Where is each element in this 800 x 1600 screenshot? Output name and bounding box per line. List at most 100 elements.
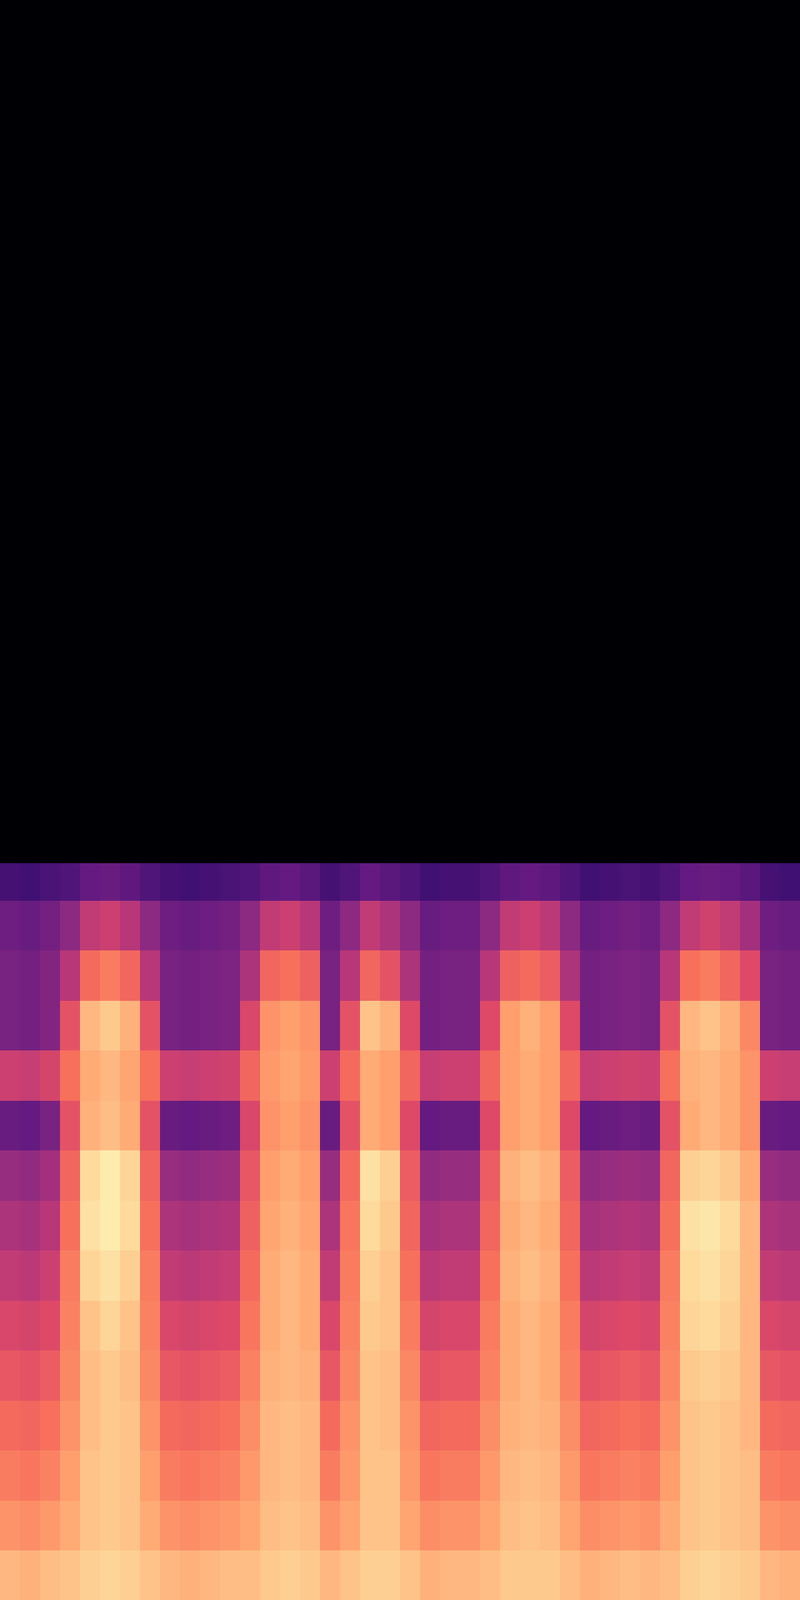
cell: [320, 1000, 341, 1051]
cell: [20, 1350, 41, 1401]
cell: [380, 950, 401, 1001]
cell: [680, 1550, 701, 1600]
cell: [500, 0, 521, 864]
cell: [360, 1400, 381, 1451]
cell: [420, 0, 441, 864]
cell: [260, 1000, 281, 1051]
cell: [200, 1050, 221, 1101]
cell: [200, 1350, 221, 1401]
cell: [680, 1200, 701, 1251]
cell: [300, 0, 321, 864]
cell: [360, 1450, 381, 1501]
cell: [160, 1400, 181, 1451]
cell: [660, 862, 681, 900]
cell: [140, 1200, 161, 1251]
cell: [700, 900, 721, 951]
cell: [40, 1000, 61, 1051]
cell: [280, 1550, 301, 1600]
cell: [620, 1500, 641, 1551]
cell: [500, 1450, 521, 1501]
cell: [440, 862, 461, 900]
cell: [720, 1000, 741, 1051]
cell: [60, 900, 81, 951]
cell: [20, 0, 41, 864]
cell: [480, 1450, 501, 1501]
cell: [80, 1150, 101, 1201]
cell: [120, 900, 141, 951]
cell: [440, 1150, 461, 1201]
cell: [480, 1150, 501, 1201]
cell: [240, 1100, 261, 1151]
cell: [320, 1400, 341, 1451]
cell: [60, 1400, 81, 1451]
cell: [400, 1000, 421, 1051]
cell: [140, 1350, 161, 1401]
cell: [260, 1350, 281, 1401]
cell: [440, 1550, 461, 1600]
cell: [400, 1450, 421, 1501]
cell: [380, 862, 401, 900]
cell: [640, 1050, 661, 1101]
cell: [580, 1250, 601, 1301]
cell: [40, 900, 61, 951]
cell: [40, 1250, 61, 1301]
cell: [540, 900, 561, 951]
cell: [220, 1450, 241, 1501]
cell: [80, 900, 101, 951]
cell: [760, 862, 781, 900]
cell: [20, 1500, 41, 1551]
cell: [420, 862, 441, 900]
cell: [460, 1500, 481, 1551]
cell: [140, 1150, 161, 1201]
cell: [0, 1050, 21, 1101]
cell: [640, 1350, 661, 1401]
cell: [0, 1500, 21, 1551]
cell: [0, 1450, 21, 1501]
cell: [80, 950, 101, 1001]
cell: [760, 950, 781, 1001]
cell: [540, 1150, 561, 1201]
cell: [180, 1200, 201, 1251]
cell: [140, 1100, 161, 1151]
cell: [580, 0, 601, 864]
cell: [600, 862, 621, 900]
cell: [620, 862, 641, 900]
cell: [300, 1500, 321, 1551]
cell: [580, 1050, 601, 1101]
cell: [260, 1500, 281, 1551]
cell: [100, 1150, 121, 1201]
cell: [740, 0, 761, 864]
cell: [440, 1300, 461, 1351]
cell: [260, 900, 281, 951]
cell: [0, 1400, 21, 1451]
cell: [760, 1200, 781, 1251]
cell: [160, 1150, 181, 1201]
cell: [700, 1050, 721, 1101]
cell: [400, 900, 421, 951]
cell: [500, 1200, 521, 1251]
cell: [320, 1350, 341, 1401]
cell: [560, 1250, 581, 1301]
cell: [620, 0, 641, 864]
cell: [80, 1450, 101, 1501]
cell: [380, 1350, 401, 1401]
cell: [580, 1000, 601, 1051]
cell: [540, 1400, 561, 1451]
cell: [20, 1400, 41, 1451]
cell: [320, 0, 341, 864]
cell: [540, 1000, 561, 1051]
cell: [780, 1450, 800, 1501]
cell: [420, 1350, 441, 1401]
cell: [340, 862, 361, 900]
cell: [480, 1050, 501, 1101]
cell: [740, 862, 761, 900]
cell: [380, 1300, 401, 1351]
cell: [620, 1050, 641, 1101]
cell: [620, 1100, 641, 1151]
cell: [620, 1250, 641, 1301]
cell: [140, 900, 161, 951]
cell: [160, 1050, 181, 1101]
cell: [640, 1400, 661, 1451]
cell: [360, 900, 381, 951]
cell: [0, 950, 21, 1001]
